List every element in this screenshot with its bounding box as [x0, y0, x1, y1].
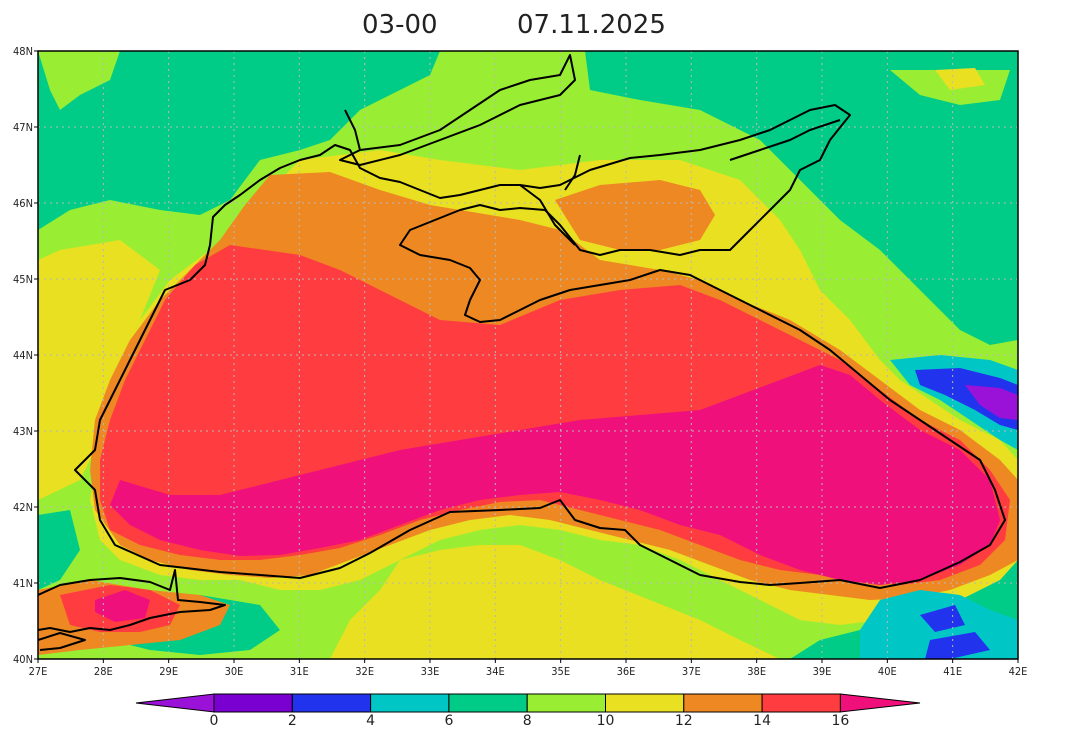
lat-tick-label: 47N — [13, 121, 33, 134]
colorbar-label: 4 — [366, 713, 375, 729]
coastline — [38, 54, 1006, 651]
colorbar-segment — [526, 693, 607, 713]
lon-tick-label: 32E — [355, 665, 374, 678]
map-title: 03-00 07.11.2025 — [362, 10, 666, 40]
lon-tick-label: 40E — [878, 665, 897, 678]
lon-tick-label: 38E — [747, 665, 766, 678]
lon-tick-label: 39E — [813, 665, 832, 678]
lon-axis: 27E 28E 29E 30E 31E 32E 33E 34E 35E 36E 37E 38E 39E 4… — [29, 659, 1028, 678]
colorbar-arrow-high — [839, 693, 921, 713]
colorbar-label: 10 — [597, 713, 615, 729]
colorbar-segment — [213, 693, 293, 713]
colorbar-label: 12 — [675, 713, 693, 729]
colorbar-segment — [761, 693, 841, 713]
lat-axis: 40N 41N 42N 43N 44N 45N 46N 47N 48N — [13, 45, 38, 666]
lon-tick-label: 28E — [94, 665, 113, 678]
lon-tick-label: 27E — [29, 665, 48, 678]
field-band-above-16 — [95, 365, 1000, 622]
lon-tick-label: 36E — [617, 665, 636, 678]
colorbar-segment — [683, 693, 763, 713]
lat-tick-label: 41N — [13, 577, 33, 590]
colorbar-segment — [448, 693, 528, 713]
title-date: 07.11.2025 — [517, 10, 666, 40]
lon-tick-label: 35E — [551, 665, 570, 678]
colorbar-arrow-low — [135, 693, 215, 713]
lat-tick-label: 42N — [13, 501, 33, 514]
lon-tick-label: 30E — [225, 665, 244, 678]
lon-tick-label: 41E — [943, 665, 962, 678]
lat-tick-label: 44N — [13, 349, 33, 362]
title-time: 03-00 — [362, 10, 438, 40]
colorbar-label: 8 — [523, 713, 532, 729]
lat-tick-label: 40N — [13, 653, 33, 666]
colorbar-label: 6 — [444, 713, 453, 729]
colorbar-label: 2 — [288, 713, 297, 729]
colorbar-segment — [370, 693, 450, 713]
lat-tick-label: 45N — [13, 273, 33, 286]
lon-tick-label: 33E — [421, 665, 440, 678]
colorbar-label: 14 — [753, 713, 771, 729]
lon-tick-label: 37E — [682, 665, 701, 678]
lon-tick-label: 29E — [159, 665, 178, 678]
colorbar-label: 16 — [831, 713, 849, 729]
lon-tick-label: 34E — [486, 665, 505, 678]
colorbar-label: 0 — [210, 713, 219, 729]
lat-tick-label: 43N — [13, 425, 33, 438]
graticule — [38, 51, 1018, 659]
colorbar-segment — [291, 693, 372, 713]
lat-tick-label: 46N — [13, 197, 33, 210]
lon-tick-label: 42E — [1009, 665, 1028, 678]
plot-area — [38, 51, 1018, 659]
lon-tick-label: 31E — [290, 665, 309, 678]
colorbar: 0 2 4 6 8 10 12 14 16 — [135, 693, 921, 729]
colorbar-segment — [605, 693, 685, 713]
lat-tick-label: 48N — [13, 45, 33, 58]
field-band-below-6 — [860, 355, 1018, 659]
